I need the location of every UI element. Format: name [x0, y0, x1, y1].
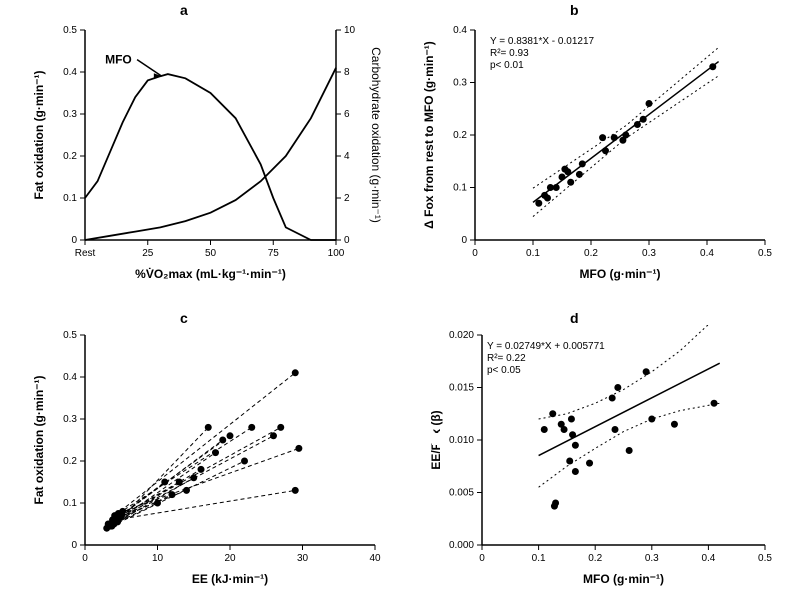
svg-text:0.2: 0.2	[453, 130, 467, 141]
panel-a-label: a	[180, 2, 188, 18]
panel-c-label: c	[180, 310, 188, 326]
svg-text:Y = 0.02749*X + 0.005771: Y = 0.02749*X + 0.005771	[487, 341, 605, 352]
svg-text:0.3: 0.3	[453, 78, 467, 89]
svg-text:Fat oxidation (g·min⁻¹): Fat oxidation (g·min⁻¹)	[32, 71, 46, 200]
svg-text:0.5: 0.5	[63, 25, 77, 36]
svg-text:0.3: 0.3	[645, 553, 659, 564]
svg-text:0.020: 0.020	[449, 330, 474, 341]
svg-text:0.5: 0.5	[63, 330, 77, 341]
svg-text:0: 0	[479, 553, 485, 564]
svg-text:0.1: 0.1	[453, 183, 467, 194]
panel-c-svg: 0 10 20 30 40 0 0.1 0.2 0.3 0.4 0.5 EE (kJ·min⁻¹) Fa…	[20, 325, 390, 595]
panel-d-label: d	[570, 310, 579, 326]
svg-text:Rest: Rest	[75, 248, 96, 259]
svg-text:EE (kJ·min⁻¹): EE (kJ·min⁻¹)	[192, 572, 268, 586]
svg-text:0.1: 0.1	[532, 553, 546, 564]
svg-text:0.4: 0.4	[63, 67, 77, 78]
panel-d: 00.10.20.30.40.500.0050.0100.0150.020MFO…	[410, 325, 780, 595]
svg-text:MFO (g·min⁻¹): MFO (g·min⁻¹)	[583, 572, 664, 586]
svg-text:0.5: 0.5	[758, 553, 772, 564]
svg-text:0: 0	[82, 553, 88, 564]
svg-text:MFO (g·min⁻¹): MFO (g·min⁻¹)	[580, 267, 661, 281]
svg-text:Fat oxidation (g·min⁻¹): Fat oxidation (g·min⁻¹)	[32, 376, 46, 505]
svg-text:0.4: 0.4	[700, 248, 714, 259]
panel-b: 0 0.1 0.2 0.3 0.4 0.5 0 0.1 0.2 0.3 0.4 MFO (g·min⁻…	[410, 20, 780, 290]
svg-text:2: 2	[344, 193, 350, 204]
svg-text:0: 0	[71, 235, 77, 246]
svg-text:MFO: MFO	[105, 53, 132, 67]
svg-text:0.015: 0.015	[449, 383, 474, 394]
panel-d-svg: 00.10.20.30.40.500.0050.0100.0150.020MFO…	[410, 325, 780, 595]
svg-text:4: 4	[344, 151, 350, 162]
svg-text:0.5: 0.5	[758, 248, 772, 259]
svg-text:10: 10	[344, 25, 356, 36]
svg-text:75: 75	[268, 248, 280, 259]
panel-a: Rest 25 50 75 100 0 0.1 0.2 0.3 0.4 0.5 0 2 4 6 8 10 Carb…	[20, 20, 390, 290]
svg-text:0.3: 0.3	[63, 109, 77, 120]
svg-text:100: 100	[328, 248, 345, 259]
svg-text:0.2: 0.2	[63, 456, 77, 467]
svg-text:0.3: 0.3	[642, 248, 656, 259]
svg-text:8: 8	[344, 67, 350, 78]
svg-text:0: 0	[71, 540, 77, 551]
svg-text:10: 10	[152, 553, 164, 564]
svg-text:0.005: 0.005	[449, 488, 474, 499]
svg-text:0: 0	[344, 235, 350, 246]
svg-text:0.1: 0.1	[63, 193, 77, 204]
svg-text:Δ Fox from rest to MFO (g·min⁻: Δ Fox from rest to MFO (g·min⁻¹)	[422, 41, 436, 229]
svg-text:20: 20	[224, 553, 236, 564]
svg-text:R²= 0.93: R²= 0.93	[490, 48, 529, 59]
svg-text:6: 6	[344, 109, 350, 120]
svg-text:p< 0.05: p< 0.05	[487, 365, 521, 376]
panel-a-svg: Rest 25 50 75 100 0 0.1 0.2 0.3 0.4 0.5 0 2 4 6 8 10 Carb…	[20, 20, 390, 290]
svg-text:0: 0	[461, 235, 467, 246]
svg-text:0.4: 0.4	[701, 553, 715, 564]
svg-text:Y = 0.8381*X - 0.01217: Y = 0.8381*X - 0.01217	[490, 36, 595, 47]
svg-text:30: 30	[297, 553, 309, 564]
svg-text:0.1: 0.1	[63, 498, 77, 509]
svg-text:0.3: 0.3	[63, 414, 77, 425]
svg-text:40: 40	[369, 553, 381, 564]
svg-text:0.4: 0.4	[453, 25, 467, 36]
svg-text:R²= 0.22: R²= 0.22	[487, 353, 526, 364]
svg-text:0.2: 0.2	[588, 553, 602, 564]
svg-text:25: 25	[142, 248, 154, 259]
svg-text:0.2: 0.2	[63, 151, 77, 162]
svg-text:%V̇O₂max (mL·kg⁻¹·min⁻¹): %V̇O₂max (mL·kg⁻¹·min⁻¹)	[135, 266, 286, 281]
svg-text:0: 0	[472, 248, 478, 259]
svg-text:0.010: 0.010	[449, 435, 474, 446]
figure-root: a b c d Rest25507510000.10.20.30.40.5024…	[0, 0, 790, 604]
svg-text:50: 50	[205, 248, 217, 259]
svg-text:p< 0.01: p< 0.01	[490, 60, 524, 71]
panel-c: 0 10 20 30 40 0 0.1 0.2 0.3 0.4 0.5 EE (kJ·min⁻¹) Fa…	[20, 325, 390, 595]
svg-text:Carbohydrate oxidation (g·min⁻: Carbohydrate oxidation (g·min⁻¹)	[369, 47, 383, 223]
svg-text:0.000: 0.000	[449, 540, 474, 551]
panel-b-label: b	[570, 2, 579, 18]
svg-text:0.2: 0.2	[584, 248, 598, 259]
svg-text:0.1: 0.1	[526, 248, 540, 259]
panel-b-svg: 0 0.1 0.2 0.3 0.4 0.5 0 0.1 0.2 0.3 0.4 MFO (g·min⁻…	[410, 20, 780, 290]
svg-text:0.4: 0.4	[63, 372, 77, 383]
